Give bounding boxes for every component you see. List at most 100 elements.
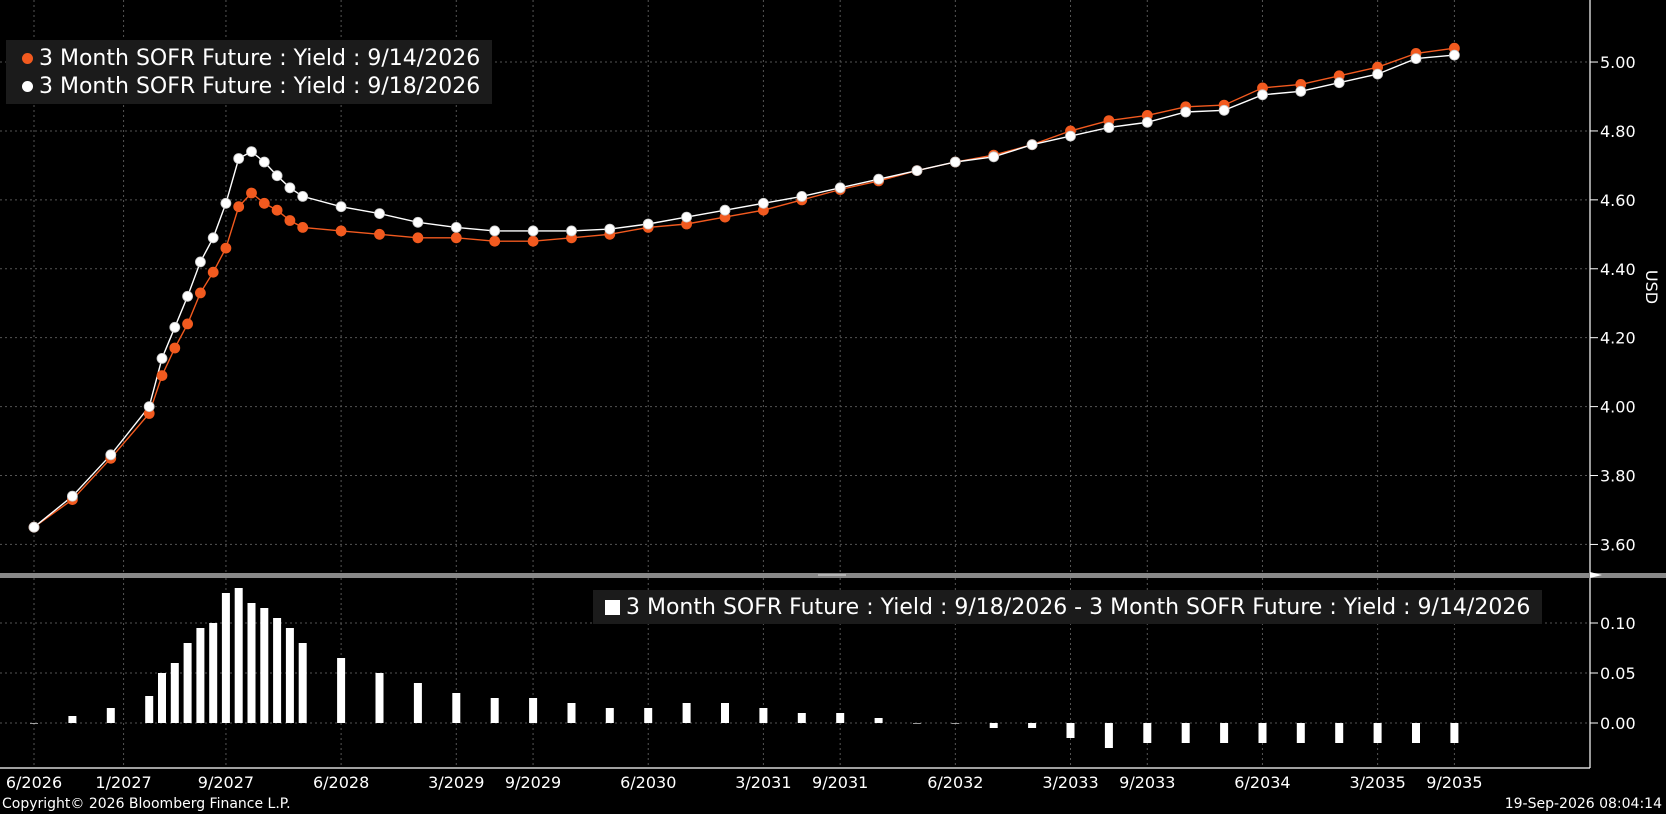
data-point [233, 153, 245, 164]
data-point [233, 201, 245, 213]
data-point [271, 204, 283, 216]
bar [836, 713, 845, 723]
x-tick-label: 9/2031 [812, 773, 868, 792]
data-point [489, 225, 501, 237]
bar [759, 708, 768, 723]
x-tick-label: 9/2033 [1119, 773, 1175, 792]
x-tick-label: 3/2033 [1042, 773, 1098, 792]
y-tick-label: 5.00 [1600, 53, 1636, 72]
data-point [156, 370, 168, 382]
bar [1412, 723, 1420, 743]
y-tick-label: 0.10 [1600, 614, 1636, 633]
upper-grid [0, 0, 1590, 572]
data-point [143, 401, 155, 413]
y-tick-label: 0.05 [1600, 664, 1636, 683]
y-axis-label: USD [1642, 270, 1661, 304]
data-point [258, 156, 270, 168]
bar [145, 696, 154, 723]
bar [1220, 723, 1229, 743]
data-point [834, 182, 846, 194]
data-point [169, 342, 181, 354]
bar [989, 723, 998, 728]
data-point [28, 521, 40, 533]
data-point [1257, 89, 1268, 101]
bar [1028, 723, 1037, 728]
legend-marker-white [22, 80, 33, 92]
data-point [156, 352, 168, 364]
bar [106, 708, 115, 723]
x-tick-label: 6/2026 [6, 773, 62, 792]
bar [1181, 723, 1190, 743]
bar [567, 703, 576, 723]
x-tick-label: 6/2030 [620, 773, 676, 792]
y-tick-label: 4.00 [1600, 398, 1636, 417]
bar [209, 623, 218, 723]
data-point [207, 266, 219, 278]
x-tick-label: 3/2029 [428, 773, 484, 792]
bar [273, 618, 282, 723]
x-tick-label: 6/2032 [927, 773, 983, 792]
bar [375, 673, 384, 723]
bar [247, 603, 256, 723]
bar [721, 703, 729, 723]
data-point [719, 204, 731, 216]
y-tick-label: 3.60 [1600, 535, 1636, 554]
legend-label: 3 Month SOFR Future : Yield : 9/18/2026 [39, 73, 481, 99]
y-tick-label: 0.00 [1600, 714, 1636, 733]
data-point [297, 221, 309, 233]
x-tick-label: 9/2029 [505, 773, 561, 792]
x-tick-label: 3/2035 [1349, 773, 1405, 792]
x-tick-label: 9/2027 [198, 773, 254, 792]
data-point [207, 232, 219, 244]
bar [682, 703, 691, 723]
y-tick-label: 4.20 [1600, 329, 1636, 348]
legend-label: 3 Month SOFR Future : Yield : 9/18/2026 … [626, 594, 1531, 620]
data-point [489, 235, 501, 247]
legend-marker-square [605, 599, 620, 615]
legend-entry-9-14: 3 Month SOFR Future : Yield : 9/14/2026 [22, 44, 480, 72]
bar [1450, 723, 1459, 743]
upper-plot [28, 42, 1460, 533]
lower-legend: 3 Month SOFR Future : Yield : 9/18/2026 … [593, 590, 1543, 624]
x-tick-label: 1/2027 [95, 773, 151, 792]
data-point [1065, 130, 1076, 142]
axes: 6/2026 1/2027 9/2027 6/2028 3/2029 9/2029 6/20… [0, 0, 1666, 792]
data-point [949, 156, 961, 168]
series-line-1 [33, 54, 1455, 528]
data-point [450, 232, 462, 244]
data-point [374, 208, 385, 220]
bar [260, 608, 269, 723]
data-point [450, 221, 462, 233]
bar [874, 718, 883, 723]
data-point [182, 290, 194, 302]
data-point [988, 151, 1000, 163]
data-point [1180, 106, 1192, 118]
bar [1066, 723, 1075, 738]
data-point [527, 225, 539, 237]
bar [644, 708, 653, 723]
timestamp-text: 19-Sep-2026 08:04:14 [1504, 796, 1662, 812]
data-point [284, 182, 296, 194]
data-point [246, 146, 257, 158]
bar [951, 723, 960, 724]
data-point [1449, 49, 1460, 61]
data-point [1141, 116, 1153, 128]
lower-plot [30, 588, 1459, 748]
data-point [604, 223, 616, 235]
bar [285, 628, 294, 723]
y-tick-label: 4.40 [1600, 260, 1636, 279]
upper-legend: 3 Month SOFR Future : Yield : 9/14/2026 … [6, 40, 493, 104]
bar [221, 593, 230, 723]
bar [68, 716, 77, 723]
data-point [105, 449, 117, 461]
bar [30, 723, 38, 724]
x-tick-label: 3/2031 [735, 773, 791, 792]
data-point [911, 165, 923, 177]
data-point [1372, 68, 1383, 80]
x-tick-label: 9/2035 [1426, 773, 1482, 792]
bar [337, 658, 346, 723]
bar [298, 643, 307, 723]
bar [1143, 723, 1152, 743]
bar [605, 708, 614, 723]
legend-label: 3 Month SOFR Future : Yield : 9/14/2026 [39, 45, 481, 71]
